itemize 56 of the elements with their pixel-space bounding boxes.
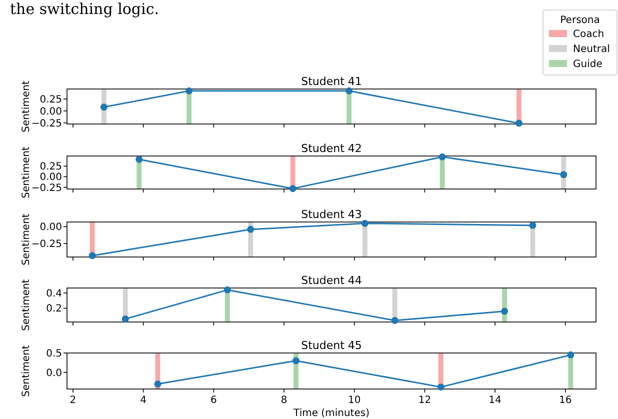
y-tick-label: −0.25 <box>31 182 62 194</box>
y-tick-label: 0.00 <box>40 222 62 234</box>
point <box>224 286 231 294</box>
x-tick-label: 16 <box>559 395 572 406</box>
point <box>438 153 446 160</box>
chart-title: Student 42 <box>301 142 362 155</box>
point <box>361 220 368 227</box>
text: the switching logic. <box>10 0 159 18</box>
legend-label: Guide <box>573 59 602 70</box>
point <box>289 185 296 192</box>
y-axis-title: Sentiment <box>21 279 32 331</box>
chart-title: Student 44 <box>301 274 362 287</box>
chart-title: Student 45 <box>301 339 362 352</box>
legend-label: Neutral <box>573 44 610 55</box>
x-tick-label: 8 <box>280 395 288 406</box>
point <box>154 380 162 388</box>
y-axis-title: Sentiment <box>21 146 32 198</box>
y-axis-title: Sentiment <box>21 345 32 397</box>
x-tick-label: 10 <box>348 395 361 406</box>
point <box>391 316 398 324</box>
y-tick-label: −0.25 <box>31 118 62 130</box>
point <box>346 87 353 94</box>
x-tick-label: 4 <box>140 395 147 406</box>
y-tick-label: 0.4 <box>46 288 62 300</box>
legend-label: Coach <box>573 29 604 40</box>
y-axis-title: Sentiment <box>21 214 32 266</box>
point <box>501 308 508 315</box>
point <box>292 357 300 364</box>
point <box>529 222 536 229</box>
x-axis-title: Time (minutes) <box>292 408 370 419</box>
x-tick-label: 14 <box>488 395 502 406</box>
y-tick-label: −0.25 <box>31 239 62 250</box>
x-tick-label: 6 <box>210 395 217 406</box>
point <box>567 351 574 358</box>
point <box>186 87 193 94</box>
y-tick-label: 0.5 <box>46 348 62 360</box>
x-tick-label: 12 <box>418 395 432 406</box>
point <box>560 171 568 178</box>
y-tick-label: 0.25 <box>40 162 62 173</box>
y-tick-label: 0.0 <box>46 368 62 379</box>
x-tick-label: 2 <box>70 395 76 406</box>
point <box>122 315 129 322</box>
chart-title: Student 43 <box>301 208 362 221</box>
point <box>437 384 444 391</box>
point <box>515 120 522 127</box>
y-tick-label: 0.25 <box>40 94 62 106</box>
point <box>136 156 143 163</box>
point <box>247 226 254 233</box>
y-axis-title: Sentiment <box>21 80 32 132</box>
legend-title: Persona <box>560 15 600 26</box>
y-tick-label: 0.00 <box>40 106 62 118</box>
point <box>100 104 108 111</box>
point <box>88 252 96 260</box>
chart-title: Student 41 <box>301 75 362 88</box>
y-tick-label: 0.2 <box>46 304 62 315</box>
y-tick-label: 0.00 <box>40 172 62 184</box>
